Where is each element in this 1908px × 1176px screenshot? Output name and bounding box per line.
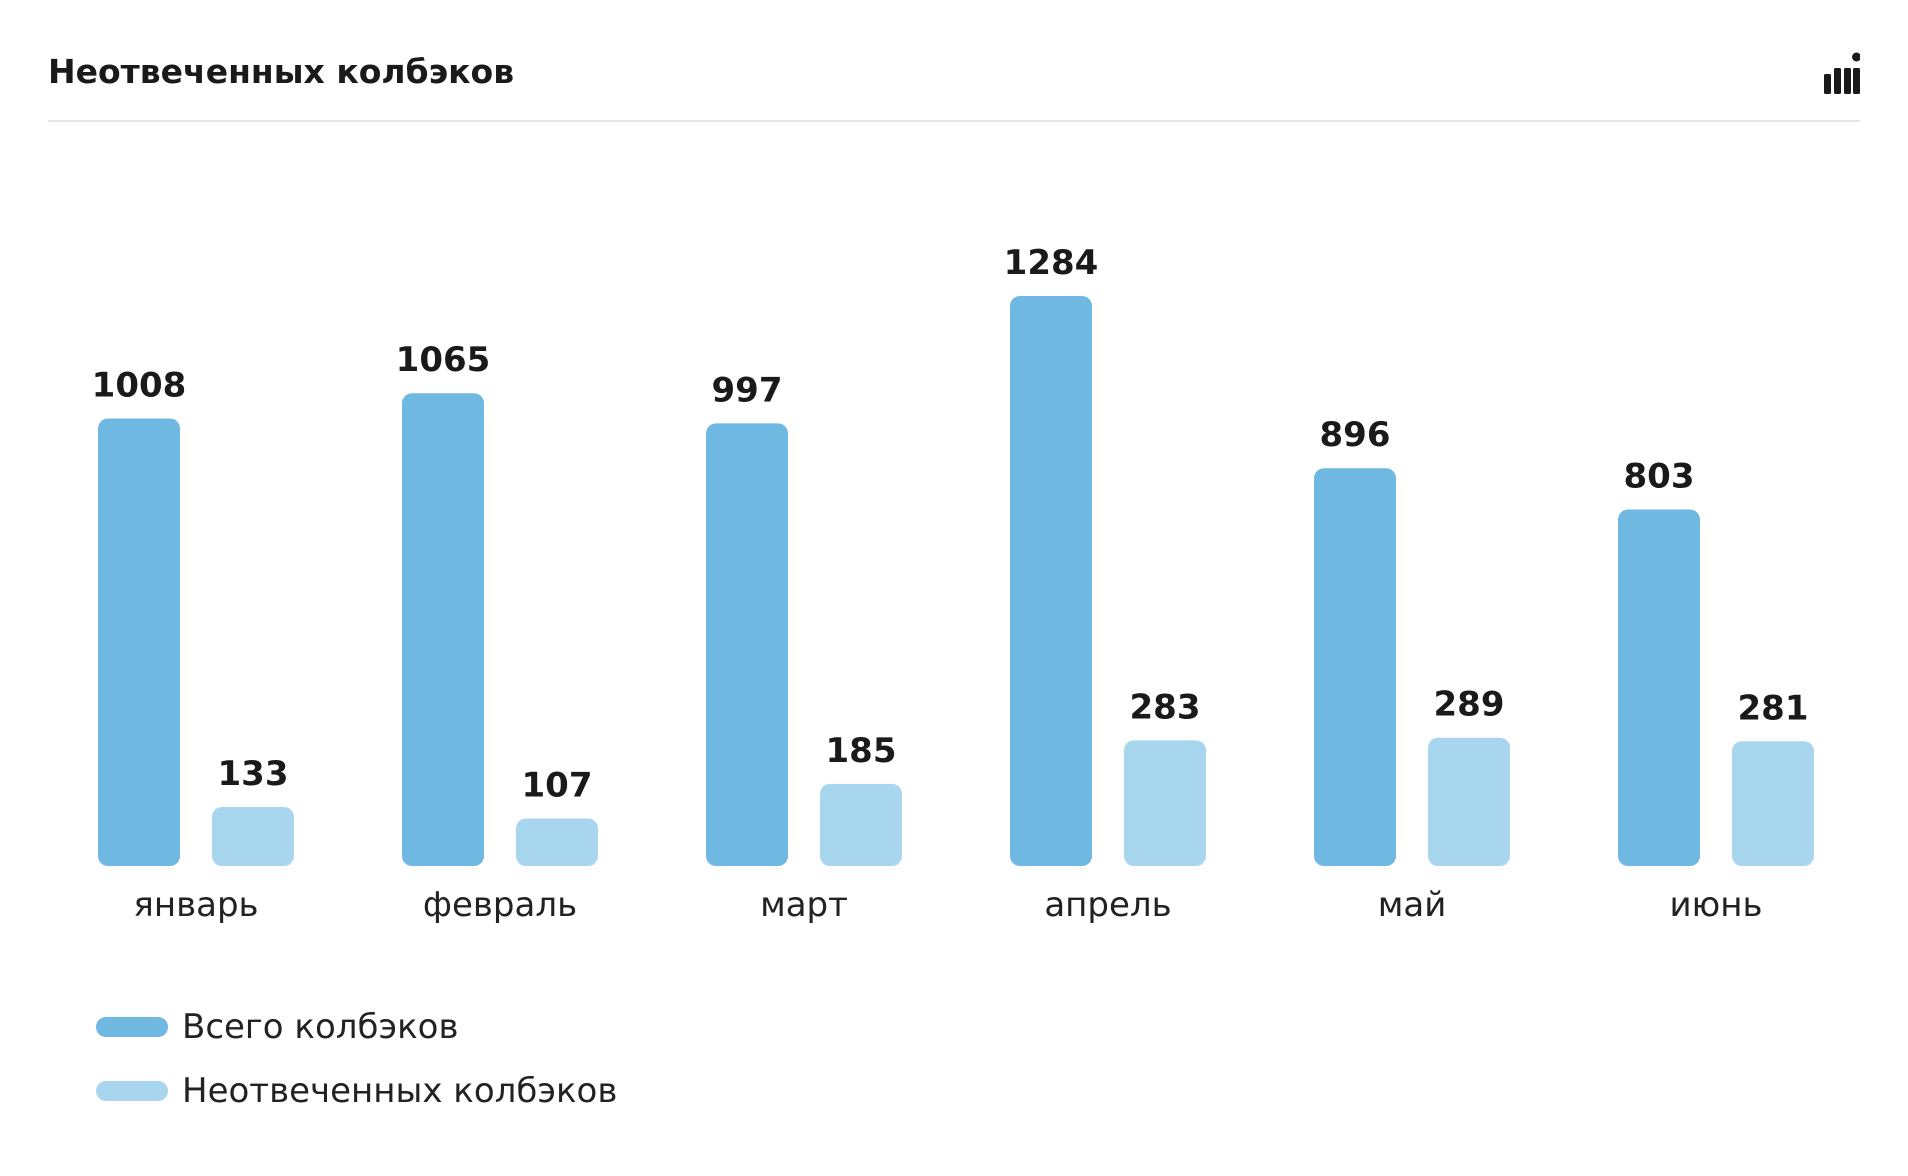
bar-total[interactable] bbox=[1314, 468, 1396, 866]
legend-item-total[interactable]: Всего колбэков bbox=[96, 995, 617, 1059]
data-label-total: 1284 bbox=[1004, 243, 1099, 283]
bar-total[interactable] bbox=[402, 393, 484, 866]
bar-unanswered[interactable] bbox=[212, 806, 294, 866]
data-label-total: 896 bbox=[1320, 415, 1391, 455]
bar-total[interactable] bbox=[1010, 296, 1092, 866]
data-label-unanswered: 289 bbox=[1434, 685, 1505, 725]
legend-label-unanswered: Неотвеченных колбэков bbox=[182, 1071, 618, 1111]
x-tick-label: июнь bbox=[1670, 885, 1763, 925]
data-label-total: 803 bbox=[1624, 457, 1695, 497]
data-label-unanswered: 185 bbox=[826, 731, 897, 771]
bar-total[interactable] bbox=[1618, 509, 1700, 866]
data-label-unanswered: 107 bbox=[522, 766, 593, 806]
data-label-unanswered: 283 bbox=[1130, 687, 1201, 727]
bar-unanswered[interactable] bbox=[516, 818, 598, 867]
legend-swatch-unanswered bbox=[96, 1081, 168, 1101]
bar-unanswered[interactable] bbox=[1732, 741, 1814, 866]
bar-total[interactable] bbox=[706, 423, 788, 866]
bar-total[interactable] bbox=[98, 418, 180, 866]
x-tick-label: март bbox=[760, 885, 848, 925]
card-header: Неотвеченных колбэков bbox=[48, 48, 1861, 122]
x-tick-label: май bbox=[1378, 885, 1447, 925]
data-label-unanswered: 133 bbox=[218, 754, 289, 794]
bar-unanswered[interactable] bbox=[1124, 740, 1206, 866]
bar-unanswered[interactable] bbox=[820, 783, 902, 866]
data-label-unanswered: 281 bbox=[1738, 688, 1809, 728]
chart-title: Неотвеченных колбэков bbox=[48, 52, 515, 91]
bar-chart-icon[interactable] bbox=[1824, 52, 1861, 94]
x-tick-label: январь bbox=[133, 885, 258, 925]
bar-chart: 1008 133 январь 1065 107 февраль 997 185 март 128… bbox=[92, 243, 1814, 925]
legend-label-total: Всего колбэков bbox=[182, 1007, 459, 1047]
legend-swatch-total bbox=[96, 1017, 168, 1037]
data-label-total: 997 bbox=[712, 370, 783, 410]
data-label-total: 1008 bbox=[92, 366, 187, 406]
x-tick-label: апрель bbox=[1044, 885, 1171, 925]
legend-item-unanswered[interactable]: Неотвеченных колбэков bbox=[96, 1059, 617, 1123]
chart-legend: Всего колбэков Неотвеченных колбэков bbox=[96, 995, 617, 1123]
x-tick-label: февраль bbox=[423, 885, 577, 925]
bar-unanswered[interactable] bbox=[1428, 737, 1510, 866]
data-label-total: 1065 bbox=[396, 340, 491, 380]
